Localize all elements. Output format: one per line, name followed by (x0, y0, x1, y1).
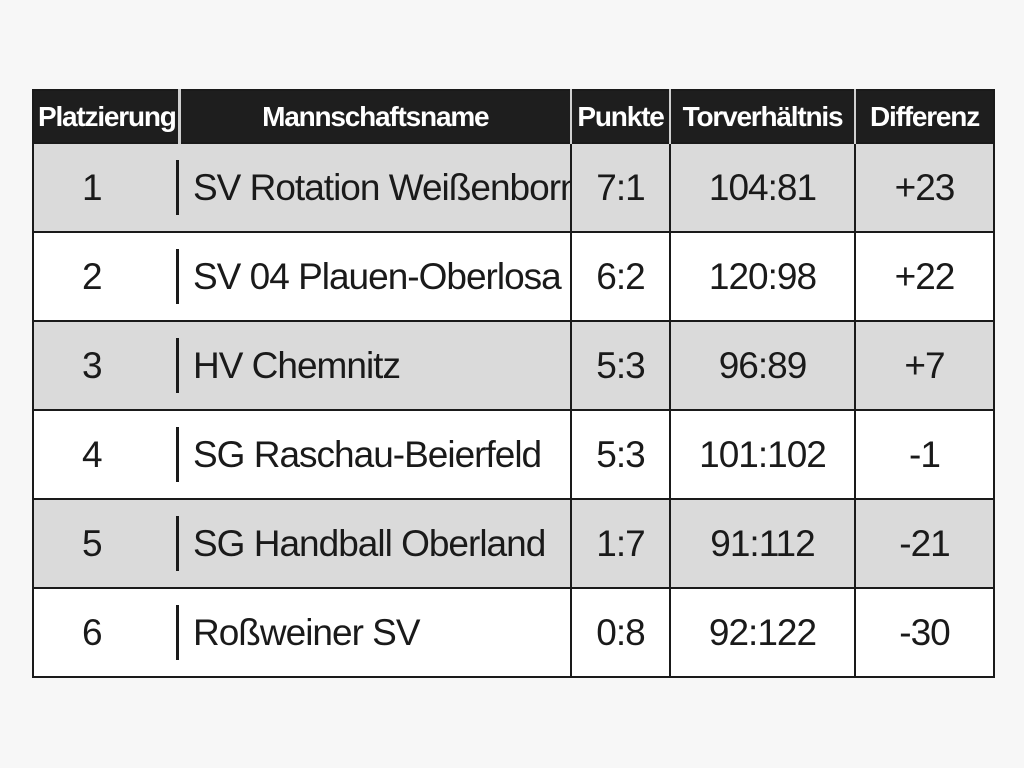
cell-points: 7:1 (570, 142, 670, 232)
cell-goals: 91:112 (669, 498, 855, 588)
place-separator (176, 249, 179, 304)
header-goals: Torverhältnis (669, 90, 855, 143)
cell-difference: +22 (854, 231, 994, 321)
place-separator (176, 605, 179, 660)
cell-place: 2 (33, 231, 179, 321)
cell-points: 0:8 (570, 587, 670, 677)
cell-team-name: Roßweiner SV (179, 587, 571, 677)
standings-table-container: Platzierung Mannschaftsname Punkte Torve… (32, 89, 995, 678)
cell-goals: 104:81 (669, 142, 855, 232)
table-row: 6 Roßweiner SV 0:8 92:122 -30 (33, 587, 994, 677)
header-row: Platzierung Mannschaftsname Punkte Torve… (33, 90, 994, 143)
cell-goals: 96:89 (669, 320, 855, 410)
cell-difference: +23 (854, 142, 994, 232)
cell-goals: 120:98 (669, 231, 855, 321)
header-team-name: Mannschaftsname (178, 90, 571, 143)
table-row: 5 SG Handball Oberland 1:7 91:112 -21 (33, 498, 994, 588)
place-value: 4 (82, 433, 103, 475)
cell-points: 5:3 (570, 320, 670, 410)
cell-team-name: HV Chemnitz (179, 320, 571, 410)
cell-place: 3 (33, 320, 179, 410)
cell-points: 1:7 (570, 498, 670, 588)
cell-difference: -30 (854, 587, 994, 677)
table-header: Platzierung Mannschaftsname Punkte Torve… (33, 90, 994, 143)
header-place: Platzierung (33, 90, 181, 143)
cell-points: 5:3 (570, 409, 670, 499)
cell-goals: 101:102 (669, 409, 855, 499)
table-row: 3 HV Chemnitz 5:3 96:89 +7 (33, 320, 994, 410)
cell-team-name: SV Rotation Weißenborn (179, 142, 571, 232)
place-separator (176, 338, 179, 393)
table-body: 1 SV Rotation Weißenborn 7:1 104:81 +23 … (33, 142, 994, 677)
cell-goals: 92:122 (669, 587, 855, 677)
place-value: 1 (82, 166, 103, 208)
place-value: 2 (82, 255, 103, 297)
cell-place: 1 (33, 142, 179, 232)
place-separator (176, 427, 179, 482)
cell-difference: -21 (854, 498, 994, 588)
table-row: 4 SG Raschau-Beierfeld 5:3 101:102 -1 (33, 409, 994, 499)
cell-team-name: SG Raschau-Beierfeld (179, 409, 571, 499)
standings-table: Platzierung Mannschaftsname Punkte Torve… (32, 89, 995, 678)
place-value: 3 (82, 344, 103, 386)
cell-team-name: SV 04 Plauen-Oberlosa (179, 231, 571, 321)
header-difference: Differenz (854, 90, 994, 143)
table-row: 2 SV 04 Plauen-Oberlosa 6:2 120:98 +22 (33, 231, 994, 321)
place-separator (176, 160, 179, 215)
place-value: 6 (82, 611, 103, 653)
cell-points: 6:2 (570, 231, 670, 321)
header-points: Punkte (570, 90, 670, 143)
table-row: 1 SV Rotation Weißenborn 7:1 104:81 +23 (33, 142, 994, 232)
cell-difference: -1 (854, 409, 994, 499)
cell-place: 5 (33, 498, 179, 588)
place-value: 5 (82, 522, 103, 564)
cell-team-name: SG Handball Oberland (179, 498, 571, 588)
cell-place: 4 (33, 409, 179, 499)
cell-place: 6 (33, 587, 179, 677)
place-separator (176, 516, 179, 571)
cell-difference: +7 (854, 320, 994, 410)
